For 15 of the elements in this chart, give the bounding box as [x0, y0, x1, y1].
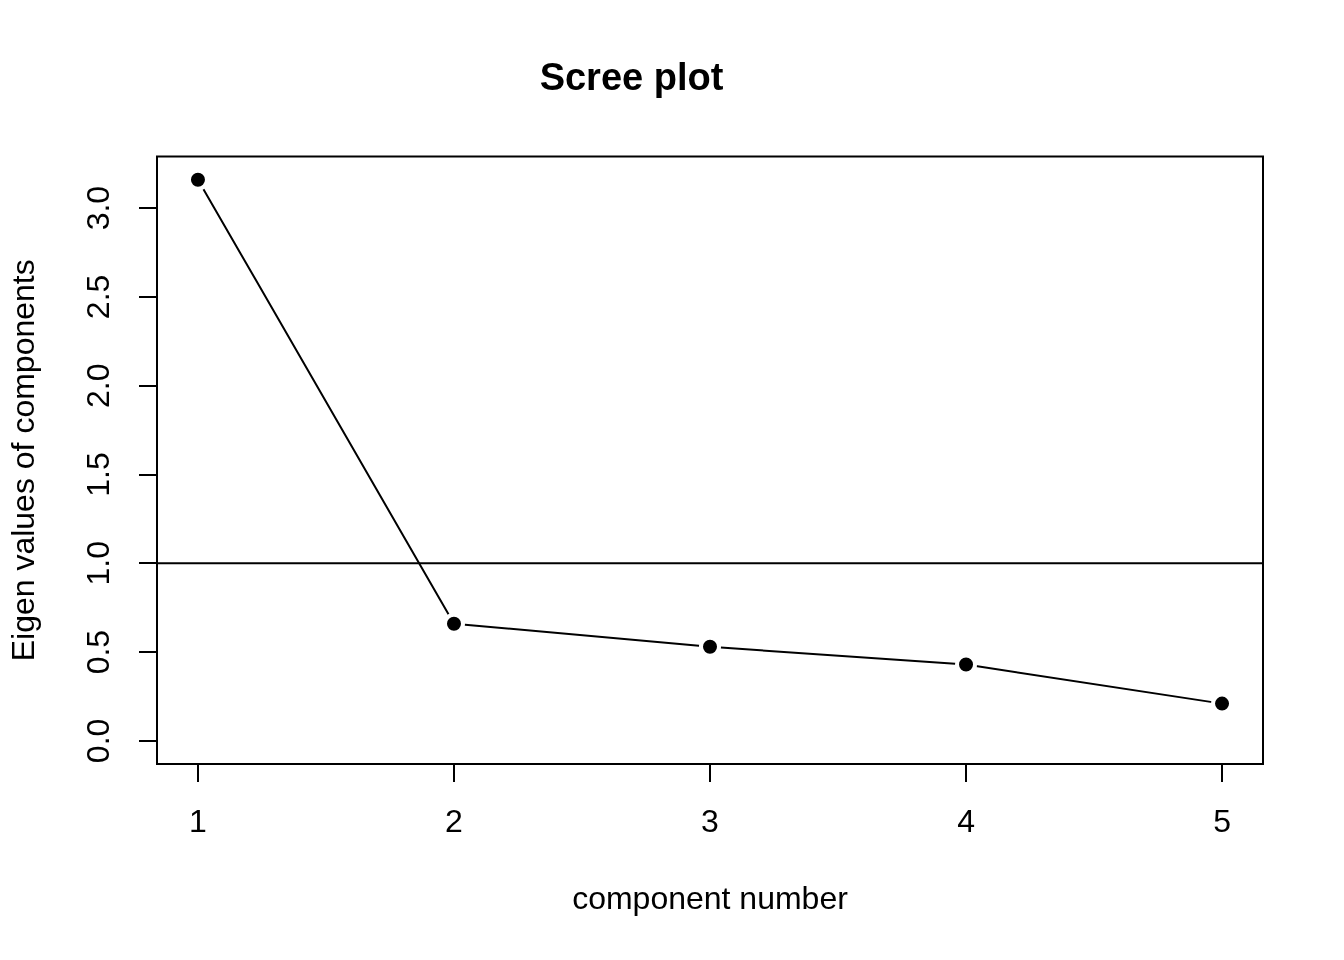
y-axis-title: Eigen values of components [5, 259, 42, 662]
x-tick-label: 4 [957, 803, 975, 840]
x-axis-title: component number [572, 879, 849, 916]
y-tick-label: 3.0 [79, 185, 116, 231]
x-tick-label: 1 [189, 803, 207, 840]
y-tick-label: 0.0 [79, 718, 116, 764]
x-tick-label: 2 [445, 803, 463, 840]
y-tick-label: 1.5 [79, 452, 116, 497]
x-tick-label: 5 [1213, 803, 1231, 840]
y-tick-label: 0.5 [79, 629, 116, 675]
y-tick-label: 2.0 [79, 363, 116, 408]
x-tick-label: 3 [701, 803, 719, 840]
y-tick-label: 1.0 [79, 541, 116, 586]
y-tick-label: 2.5 [79, 274, 116, 320]
chart-title: Scree plot [539, 56, 724, 99]
